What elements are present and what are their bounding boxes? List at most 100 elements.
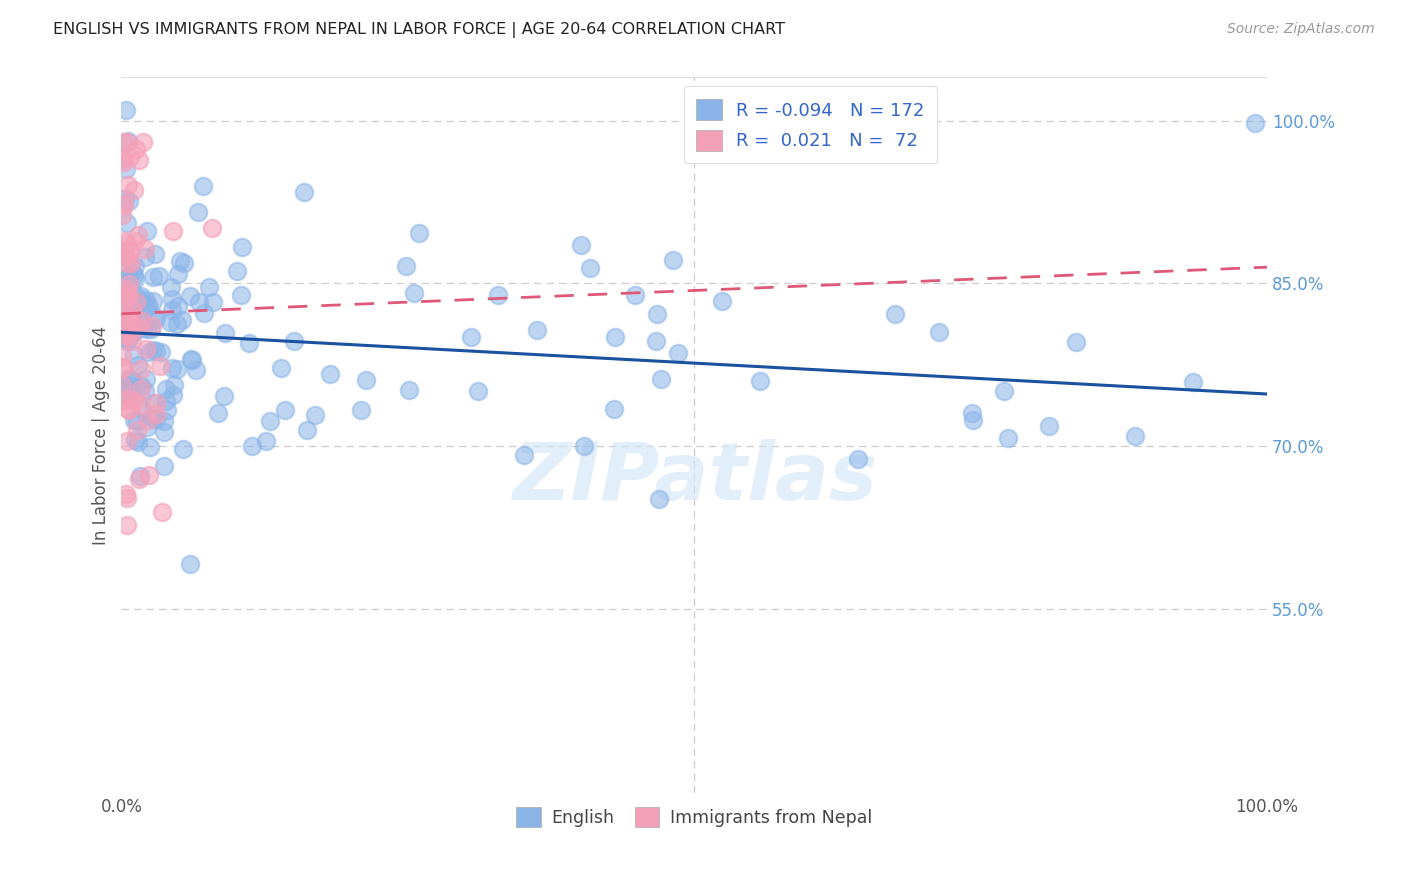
Point [402, 286, 425, 301]
Point [648, 491, 671, 506]
Point [118, 287, 141, 301]
Point [118, 277, 141, 291]
Text: ENGLISH VS IMMIGRANTS FROM NEPAL IN LABOR FORCE | AGE 20-64 CORRELATION CHART: ENGLISH VS IMMIGRANTS FROM NEPAL IN LABO… [53, 22, 786, 38]
Point [579, 261, 602, 276]
Point [650, 372, 672, 386]
Point [115, 249, 138, 263]
Point [111, 331, 134, 345]
Point [142, 395, 165, 409]
Point [460, 330, 482, 344]
Point [131, 306, 153, 320]
Point [127, 423, 149, 437]
Point [114, 245, 136, 260]
Point [128, 153, 150, 167]
Point [193, 178, 215, 193]
Point [129, 362, 152, 376]
Point [124, 234, 146, 248]
Point [121, 303, 143, 318]
Text: Source: ZipAtlas.com: Source: ZipAtlas.com [1227, 22, 1375, 37]
Point [118, 244, 141, 259]
Point [354, 372, 377, 386]
Point [129, 289, 152, 303]
Point [114, 277, 136, 292]
Point [467, 384, 489, 398]
Point [273, 403, 295, 417]
Point [153, 459, 176, 474]
Point [145, 396, 167, 410]
Point [231, 239, 253, 253]
Text: ZIPatlas: ZIPatlas [512, 439, 877, 517]
Point [135, 342, 157, 356]
Point [115, 434, 138, 449]
Point [122, 374, 145, 388]
Point [112, 360, 135, 375]
Point [169, 254, 191, 268]
Point [117, 371, 139, 385]
Point [115, 301, 138, 315]
Point [212, 388, 235, 402]
Point [142, 269, 165, 284]
Point [118, 331, 141, 345]
Point [111, 350, 134, 364]
Point [526, 322, 548, 336]
Point [118, 312, 141, 326]
Point [112, 384, 135, 399]
Point [114, 328, 136, 343]
Point [928, 325, 950, 339]
Point [408, 226, 430, 240]
Point [111, 136, 134, 150]
Point [118, 403, 141, 417]
Point [162, 302, 184, 317]
Point [142, 293, 165, 308]
Point [201, 221, 224, 235]
Point [569, 238, 592, 252]
Point [661, 253, 683, 268]
Point [117, 402, 139, 417]
Point [117, 216, 139, 230]
Point [150, 344, 173, 359]
Point [167, 299, 190, 313]
Point [128, 469, 150, 483]
Point [115, 491, 138, 505]
Point [111, 249, 134, 263]
Point [115, 388, 138, 402]
Point [145, 408, 167, 422]
Point [112, 279, 135, 293]
Point [117, 270, 139, 285]
Point [960, 406, 983, 420]
Point [173, 256, 195, 270]
Point [1244, 116, 1267, 130]
Point [121, 334, 143, 349]
Point [121, 313, 143, 327]
Point [160, 361, 183, 376]
Point [132, 136, 155, 150]
Point [111, 360, 134, 375]
Point [993, 384, 1015, 398]
Point [623, 288, 645, 302]
Point [117, 136, 139, 150]
Point [122, 413, 145, 427]
Point [155, 382, 177, 396]
Point [115, 291, 138, 305]
Point [997, 432, 1019, 446]
Point [134, 242, 156, 256]
Point [120, 281, 142, 295]
Point [125, 414, 148, 428]
Point [259, 414, 281, 428]
Point [150, 505, 173, 519]
Point [141, 319, 163, 334]
Point [122, 382, 145, 396]
Point [121, 318, 143, 332]
Point [207, 406, 229, 420]
Point [111, 152, 134, 166]
Point [142, 343, 165, 357]
Point [112, 380, 135, 394]
Point [111, 378, 134, 392]
Point [111, 197, 134, 211]
Point [187, 295, 209, 310]
Point [121, 265, 143, 279]
Point [117, 134, 139, 148]
Point [125, 290, 148, 304]
Point [295, 423, 318, 437]
Point [122, 268, 145, 282]
